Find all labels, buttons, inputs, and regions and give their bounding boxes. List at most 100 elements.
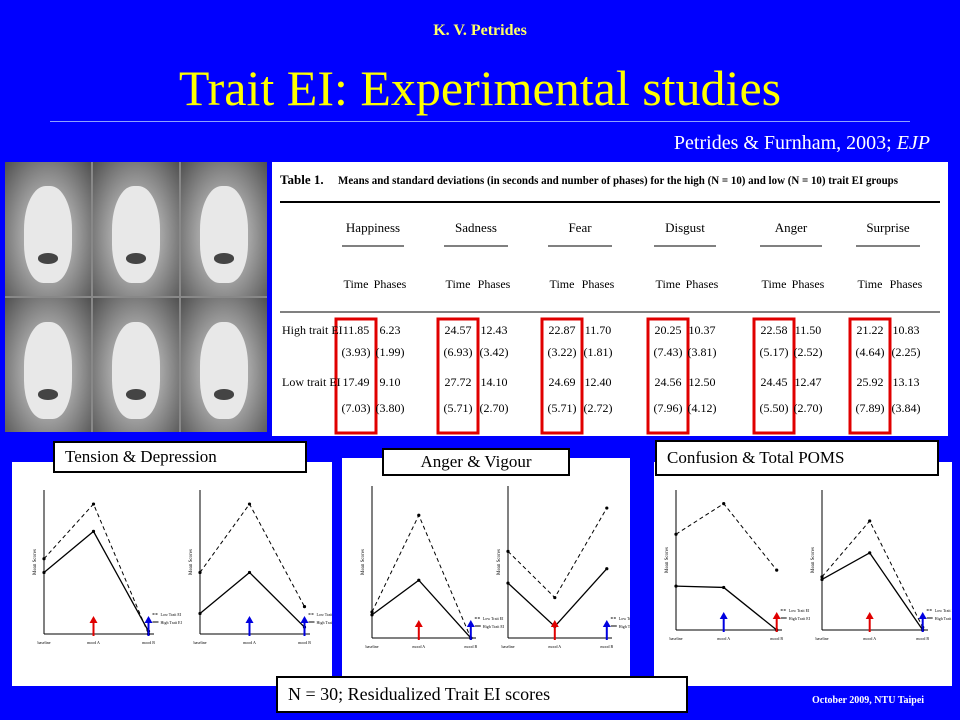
legend-entry: High Trait EI xyxy=(619,624,630,629)
table-cell-sd: (7.89) xyxy=(856,401,885,415)
subheader-time: Time xyxy=(762,277,787,291)
legend-entry: High Trait EI xyxy=(317,620,333,625)
emotion-header: Happiness xyxy=(346,220,400,235)
low-trait-ei-line xyxy=(821,520,924,628)
results-table-graphic: Table 1. Means and standard deviations (… xyxy=(280,172,940,435)
table-cell-sd: (5.71) xyxy=(548,401,577,415)
table-cell-sd: (7.96) xyxy=(654,401,683,415)
subheader-time: Time xyxy=(344,277,369,291)
table-cell-mean: 24.57 xyxy=(445,323,472,337)
data-point xyxy=(370,613,374,617)
x-tick-label: mood B xyxy=(770,636,783,641)
highlight-box xyxy=(646,317,690,435)
highlight-box xyxy=(752,317,796,435)
low-trait-ei-line xyxy=(199,503,305,607)
marker-arrow-head xyxy=(245,616,254,623)
table-cell-mean: 12.40 xyxy=(585,375,612,389)
table-cell-mean: 24.69 xyxy=(549,375,576,389)
table-cell-sd: (3.93) xyxy=(342,345,371,359)
legend-entry: Low Trait EI xyxy=(161,612,182,617)
table-cell-mean: 12.50 xyxy=(689,375,716,389)
data-point xyxy=(247,502,252,506)
table-cell-mean: 24.56 xyxy=(655,375,682,389)
face-photo xyxy=(93,298,179,432)
author-name: K. V. Petrides xyxy=(433,22,527,39)
data-point xyxy=(506,549,510,553)
data-point xyxy=(674,584,678,588)
subheader-phases: Phases xyxy=(582,277,615,291)
table-cell-sd: (3.84) xyxy=(892,401,921,415)
citation: Petrides & Furnham, 2003; EJP xyxy=(674,132,930,155)
high-trait-ei-line xyxy=(371,579,472,639)
data-point xyxy=(91,502,96,506)
data-point xyxy=(820,575,824,579)
table-cell-mean: 22.87 xyxy=(549,323,576,337)
data-point xyxy=(605,567,609,571)
table-cell-mean: 25.92 xyxy=(857,375,884,389)
subheader-time: Time xyxy=(550,277,575,291)
y-axis-label: Mean Scores xyxy=(33,549,38,575)
legend-entry: High Trait EI xyxy=(161,620,183,625)
marker-arrow-head xyxy=(602,620,611,627)
table-cell-sd: (7.43) xyxy=(654,345,683,359)
table-cell-sd: (1.81) xyxy=(584,345,613,359)
slide-title: Trait EI: Experimental studies xyxy=(178,60,782,116)
table-cell-sd: (5.50) xyxy=(760,401,789,415)
data-point xyxy=(417,578,421,582)
title-divider xyxy=(50,121,910,122)
table-cell-mean: 13.13 xyxy=(893,375,920,389)
y-axis-label: Mean Scores xyxy=(189,549,194,575)
table-cell-sd: (2.72) xyxy=(584,401,613,415)
sample-note: N = 30; Residualized Trait EI scores xyxy=(276,676,688,713)
chart-panel-anger-vigour: Mean Scores baseline mood A mood B Low Trait… xyxy=(342,458,641,686)
highlight-box xyxy=(436,317,480,435)
x-tick-label: baseline xyxy=(365,644,378,649)
citation-journal: EJP xyxy=(896,132,930,154)
high-trait-ei-line xyxy=(43,530,150,632)
marker-arrow-head xyxy=(300,616,309,623)
x-tick-label: mood A xyxy=(717,636,730,641)
legend-entry: Low Trait EI xyxy=(789,608,810,613)
table-cell-mean: 11.85 xyxy=(343,323,370,337)
label-confusion-total-poms: Confusion & Total POMS xyxy=(655,440,939,476)
data-point xyxy=(868,519,872,523)
data-point xyxy=(370,610,374,614)
table-cell-sd: (5.17) xyxy=(760,345,789,359)
highlight-box xyxy=(334,317,378,435)
data-point xyxy=(775,568,779,572)
marker-arrow-head xyxy=(414,620,423,627)
table-cell-mean: 10.83 xyxy=(893,323,920,337)
x-tick-label: baseline xyxy=(37,640,50,645)
marker-arrow-head xyxy=(719,612,728,619)
face-photo xyxy=(181,298,267,432)
data-point xyxy=(42,557,46,561)
low-trait-ei-line xyxy=(371,514,472,639)
label-tension-depression: Tension & Depression xyxy=(53,441,307,473)
table-cell-mean: 17.49 xyxy=(343,375,370,389)
marker-arrow-head xyxy=(466,620,475,627)
results-table: Table 1. Means and standard deviations (… xyxy=(272,162,948,436)
table-cell-sd: (3.22) xyxy=(548,345,577,359)
x-tick-label: mood A xyxy=(87,640,100,645)
legend-entry: Low Trait EI xyxy=(483,616,504,621)
table-cell-sd: (2.70) xyxy=(794,401,823,415)
x-tick-label: baseline xyxy=(815,636,828,641)
subheader-phases: Phases xyxy=(374,277,407,291)
x-tick-label: baseline xyxy=(669,636,682,641)
low-trait-ei-line xyxy=(507,507,608,599)
subheader-time: Time xyxy=(858,277,883,291)
marker-arrow-head xyxy=(865,612,874,619)
face-photo xyxy=(5,162,91,296)
marker-arrow-head xyxy=(550,620,559,627)
emotion-header: Sadness xyxy=(455,220,497,235)
table-cell-mean: 12.43 xyxy=(481,323,508,337)
table-caption-prefix: Table 1. xyxy=(280,172,324,187)
table-cell-sd: (3.42) xyxy=(480,345,509,359)
subheader-phases: Phases xyxy=(890,277,923,291)
high-trait-ei-line xyxy=(675,585,778,631)
line-chart-pair: Mean Scores baseline mood A mood B Low Trait… xyxy=(665,490,957,641)
table-cell-mean: 10.37 xyxy=(689,323,716,337)
table-cell-sd: (3.81) xyxy=(688,345,717,359)
x-tick-label: mood B xyxy=(464,644,477,649)
highlight-box xyxy=(540,317,584,435)
